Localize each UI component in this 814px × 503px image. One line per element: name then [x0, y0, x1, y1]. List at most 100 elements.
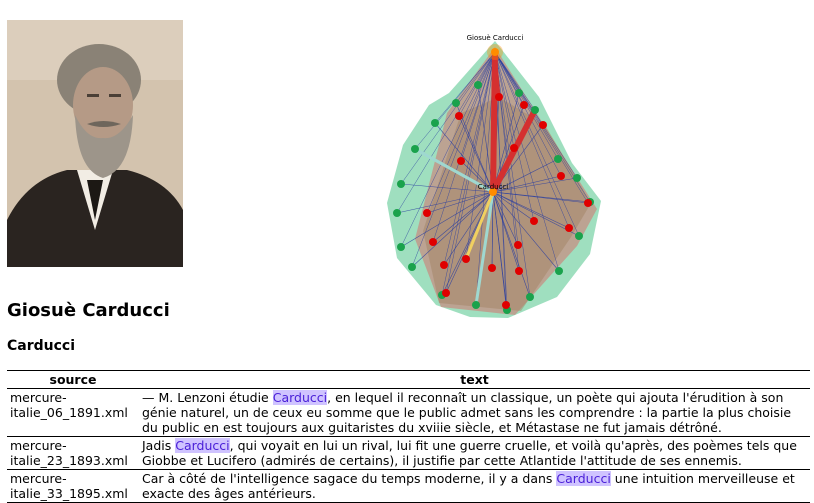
graph-node-red — [530, 217, 538, 225]
table-row: mercure-italie_23_1893.xml Jadis Carducc… — [7, 436, 810, 470]
text-cell: — M. Lenzoni étudie Carducci, en lequel … — [139, 388, 810, 437]
edge-line — [426, 51, 496, 214]
edge-line — [443, 51, 496, 266]
graph-node-red — [462, 255, 470, 263]
edge-line — [460, 160, 494, 193]
text-cell: Jadis Carducci, qui voyait en lui un riv… — [139, 436, 810, 470]
graph-node-green — [411, 145, 419, 153]
keyword-highlight: Carducci — [175, 438, 230, 453]
graph-node-red — [455, 112, 463, 120]
edge-line — [458, 115, 494, 193]
text-cell: Car à côté de l'intelligence sagace du t… — [139, 469, 810, 503]
table-row: mercure-italie_33_1895.xml Car à côté de… — [7, 469, 810, 503]
graph-node-red — [440, 261, 448, 269]
edge-line — [400, 191, 494, 248]
graph-node-green — [526, 293, 534, 301]
keyword-highlight: Carducci — [556, 471, 611, 486]
edge-line — [432, 191, 494, 243]
graph-node-green — [397, 180, 405, 188]
concordance-table: source text mercure-italie_06_1891.xml —… — [7, 370, 810, 503]
edge-line — [432, 51, 496, 243]
graph-node-red — [514, 241, 522, 249]
edge-line — [434, 51, 496, 124]
edge-line-light — [414, 147, 494, 194]
edge-line — [494, 51, 580, 237]
column-header-text: text — [139, 370, 810, 389]
edge-line — [455, 51, 496, 104]
source-cell: mercure-italie_06_1891.xml — [7, 388, 139, 437]
graph-node-red — [584, 199, 592, 207]
graph-node-red — [515, 267, 523, 275]
graph-node-red — [429, 238, 437, 246]
edge-line — [426, 191, 494, 214]
graph-node-top — [491, 48, 499, 56]
text-before: Car à côté de l'intelligence sagace du t… — [142, 471, 557, 486]
graph-node-green — [393, 209, 401, 217]
graph-node-green — [452, 99, 460, 107]
edge-line-light — [474, 191, 495, 306]
graph-node-green — [474, 81, 482, 89]
edge-line — [492, 158, 559, 193]
graph-node-red — [488, 264, 496, 272]
graph-node-green — [472, 301, 480, 309]
edge-line — [443, 191, 494, 266]
graph-node-red — [510, 144, 518, 152]
edge-line — [494, 51, 570, 229]
edge-line — [494, 51, 515, 149]
text-after: une intuition merveilleuse et exacte des… — [142, 471, 795, 501]
edge-line — [494, 51, 531, 298]
column-header-source: source — [7, 370, 139, 389]
table-header-row: source text — [7, 370, 810, 389]
edge-line — [492, 175, 562, 193]
graph-node-green — [408, 263, 416, 271]
edge-line — [494, 51, 562, 177]
edge-line-heavy — [490, 51, 498, 193]
graph-label-top: Giosuè Carducci — [467, 34, 524, 42]
text-after: , en lequel il reconnaît un classique, u… — [142, 390, 792, 435]
text-before: — M. Lenzoni étudie — [142, 390, 273, 405]
source-cell: mercure-italie_23_1893.xml — [7, 436, 139, 470]
graph-node-red — [565, 224, 573, 232]
portrait-photo — [7, 20, 183, 267]
text-before: Jadis — [142, 438, 176, 453]
graph-node-red — [557, 172, 565, 180]
edge-line-heavy — [493, 51, 501, 98]
source-cell: mercure-italie_33_1895.xml — [7, 469, 139, 503]
graph-label-center: Carducci — [478, 183, 509, 191]
edge-line — [445, 51, 496, 294]
page-title: Giosuè Carducci — [7, 300, 170, 321]
graph-node-red — [539, 121, 547, 129]
graph-node-green — [431, 119, 439, 127]
graph-node-green — [575, 232, 583, 240]
edge-line-light — [464, 191, 495, 260]
graph-node-red — [423, 209, 431, 217]
edge-line — [400, 183, 494, 193]
edge-line — [411, 51, 496, 268]
edge-line — [396, 51, 496, 214]
graph-node-center — [489, 188, 497, 196]
edge-line — [400, 51, 496, 185]
edge-line — [491, 191, 494, 269]
edge-line — [492, 191, 507, 306]
keyword-heading: Carducci — [7, 338, 76, 354]
edge-line — [396, 191, 494, 214]
edge-line — [494, 51, 560, 272]
table-row: mercure-italie_06_1891.xml — M. Lenzoni … — [7, 388, 810, 437]
keyword-highlight: Carducci — [272, 390, 328, 405]
graph-node-green — [515, 89, 523, 97]
graph-node-red — [442, 289, 450, 297]
edge-line — [492, 191, 520, 272]
graph-node-green — [397, 243, 405, 251]
edge-line — [492, 191, 531, 298]
edge-line — [494, 51, 536, 111]
graph-node-red — [520, 101, 528, 109]
edge-line — [492, 191, 519, 246]
edge-line — [492, 191, 580, 237]
graph-node-green — [554, 155, 562, 163]
graph-node-green — [573, 174, 581, 182]
edge-line — [492, 177, 578, 193]
graph-node-green — [531, 106, 539, 114]
graph-node-red — [502, 301, 510, 309]
edge-line — [492, 191, 570, 229]
edge-line — [434, 122, 494, 193]
